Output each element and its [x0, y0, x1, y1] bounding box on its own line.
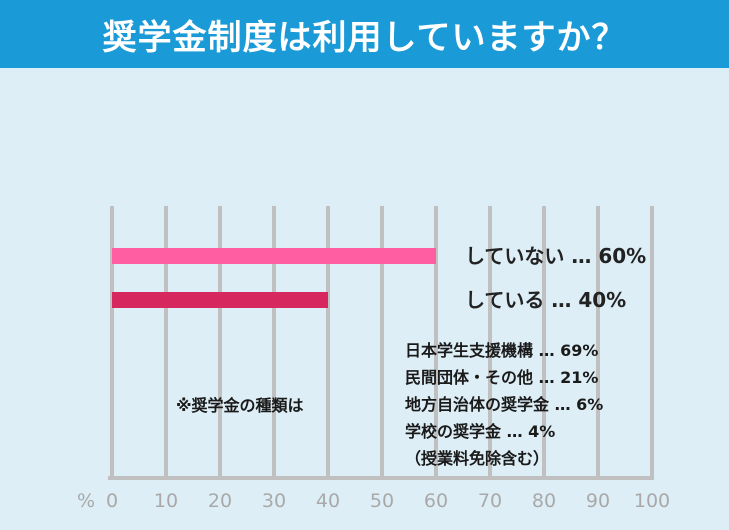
- breakdown-item: （授業料免除含む）: [405, 449, 550, 468]
- bar-data-label: していない … 60%: [465, 244, 646, 268]
- x-tick-label: 100: [634, 490, 670, 512]
- x-tick-label: 10: [154, 490, 178, 512]
- x-tick-labels: 0 10 20 30 40 50 60 70 80 90 100: [106, 490, 670, 512]
- x-tick-label: 70: [478, 490, 502, 512]
- breakdown-item: 民間団体・その他 … 21%: [405, 368, 599, 387]
- note-title: ※奨学金の種類は: [176, 396, 304, 415]
- x-tick-label: 0: [106, 490, 118, 512]
- scholarship-breakdown: 日本学生支援機構 … 69% 民間団体・その他 … 21% 地方自治体の奨学金 …: [405, 337, 603, 472]
- bars: [112, 248, 436, 308]
- x-axis-unit-label: %: [77, 490, 95, 512]
- x-tick-label: 20: [208, 490, 232, 512]
- bar-data-label: している … 40%: [465, 288, 626, 312]
- breakdown-item: 日本学生支援機構 … 69%: [405, 341, 599, 360]
- breakdown-item: 学校の奨学金 … 4%: [405, 422, 556, 441]
- breakdown-item: 地方自治体の奨学金 … 6%: [405, 395, 604, 414]
- x-tick-label: 80: [532, 490, 556, 512]
- x-tick-label: 50: [370, 490, 394, 512]
- bar-using: [112, 292, 328, 308]
- x-tick-label: 90: [586, 490, 610, 512]
- bar-labels: していない … 60% している … 40%: [465, 244, 646, 312]
- x-tick-label: 40: [316, 490, 340, 512]
- page-title: 奨学金制度は利用していますか？: [0, 0, 729, 68]
- bar-not-using: [112, 248, 436, 264]
- x-tick-label: 60: [424, 490, 448, 512]
- x-tick-label: 30: [262, 490, 286, 512]
